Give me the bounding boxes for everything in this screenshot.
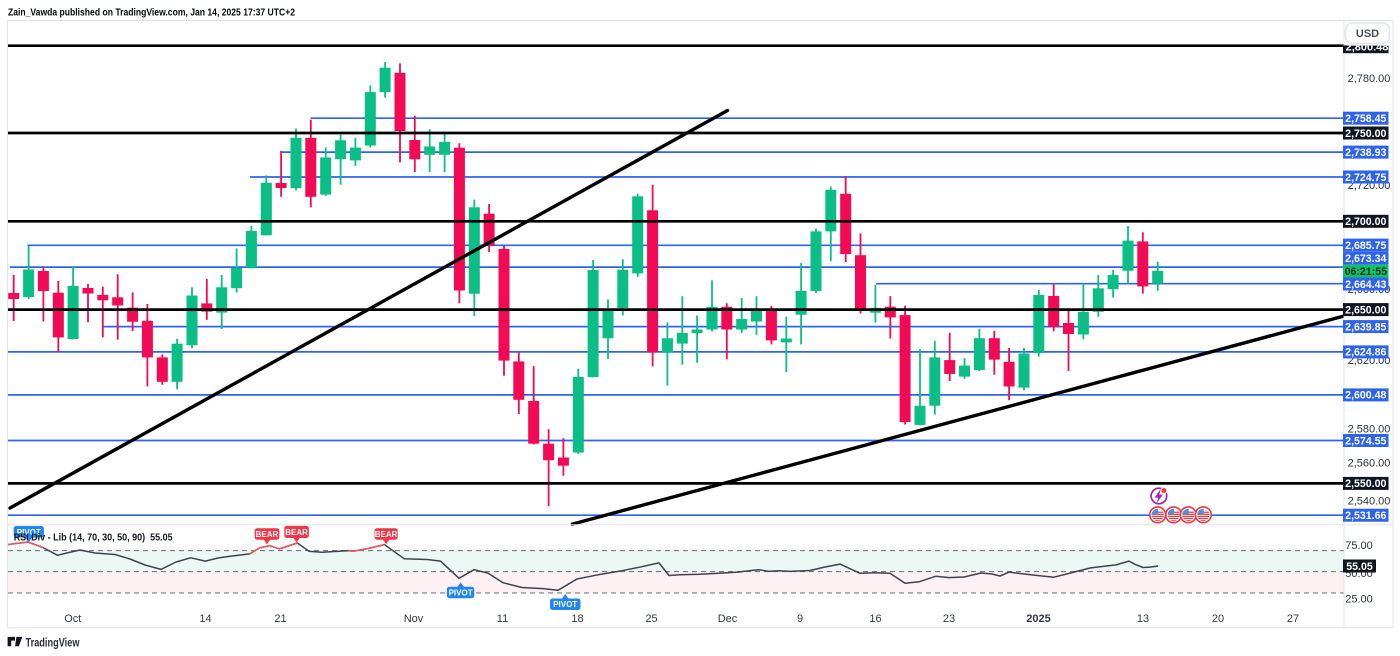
- svg-text:55.05: 55.05: [1346, 561, 1373, 573]
- svg-text:PIVOT: PIVOT: [553, 600, 577, 609]
- svg-text:18: 18: [571, 613, 583, 625]
- svg-text:16: 16: [869, 613, 881, 625]
- svg-text:2,550.00: 2,550.00: [1345, 478, 1386, 490]
- svg-text:2,574.55: 2,574.55: [1345, 435, 1386, 447]
- svg-text:11: 11: [497, 613, 508, 625]
- svg-text:20: 20: [1212, 613, 1224, 625]
- svg-text:2,758.45: 2,758.45: [1345, 113, 1386, 125]
- svg-text:2,724.75: 2,724.75: [1345, 172, 1386, 184]
- svg-text:2,560.00: 2,560.00: [1348, 457, 1391, 469]
- svg-text:13: 13: [1137, 613, 1149, 625]
- svg-text:BEAR: BEAR: [285, 528, 308, 537]
- svg-text:75.00: 75.00: [1345, 540, 1373, 552]
- svg-text:2,800.48: 2,800.48: [1346, 42, 1389, 54]
- svg-text:06:21:55: 06:21:55: [1345, 266, 1388, 278]
- svg-text:2,700.00: 2,700.00: [1345, 216, 1386, 228]
- svg-text:PIVOT: PIVOT: [17, 528, 41, 537]
- svg-text:2,664.43: 2,664.43: [1345, 279, 1386, 291]
- svg-text:2,673.34: 2,673.34: [1345, 253, 1386, 265]
- svg-text:BEAR: BEAR: [375, 530, 398, 539]
- svg-text:2,685.75: 2,685.75: [1345, 240, 1386, 252]
- svg-text:2,624.86: 2,624.86: [1345, 347, 1386, 359]
- svg-text:14: 14: [199, 613, 211, 625]
- svg-text:2,780.00: 2,780.00: [1348, 73, 1391, 85]
- svg-text:2,650.00: 2,650.00: [1345, 304, 1386, 316]
- svg-text:2025: 2025: [1026, 613, 1050, 625]
- svg-text:Dec: Dec: [718, 613, 738, 625]
- svg-text:23: 23: [943, 613, 955, 625]
- svg-text:25: 25: [645, 613, 657, 625]
- svg-text:2,531.66: 2,531.66: [1345, 510, 1386, 522]
- svg-text:2,600.48: 2,600.48: [1345, 390, 1386, 402]
- svg-text:PIVOT: PIVOT: [449, 589, 473, 598]
- svg-text:2,540.00: 2,540.00: [1348, 496, 1391, 508]
- svg-text:2,639.85: 2,639.85: [1345, 321, 1386, 333]
- svg-text:2,750.00: 2,750.00: [1345, 128, 1386, 140]
- svg-text:Oct: Oct: [64, 613, 81, 625]
- svg-text:2,738.93: 2,738.93: [1345, 147, 1386, 159]
- svg-text:25.00: 25.00: [1345, 593, 1373, 605]
- svg-text:9: 9: [797, 613, 803, 625]
- svg-text:USD: USD: [1356, 28, 1379, 40]
- svg-text:TradingView: TradingView: [26, 636, 81, 650]
- svg-text:Nov: Nov: [404, 613, 424, 625]
- svg-text:2,580.00: 2,580.00: [1348, 424, 1391, 436]
- svg-text:27: 27: [1287, 613, 1299, 625]
- svg-text:RSI Div - Lib (14, 70, 30, 50,: RSI Div - Lib (14, 70, 30, 50, 90) 55.05: [14, 532, 173, 544]
- svg-text:Zain_Vawda published on Tradin: Zain_Vawda published on TradingView.com,…: [8, 7, 295, 19]
- svg-text:BEAR: BEAR: [256, 530, 279, 539]
- svg-text:21: 21: [274, 613, 286, 625]
